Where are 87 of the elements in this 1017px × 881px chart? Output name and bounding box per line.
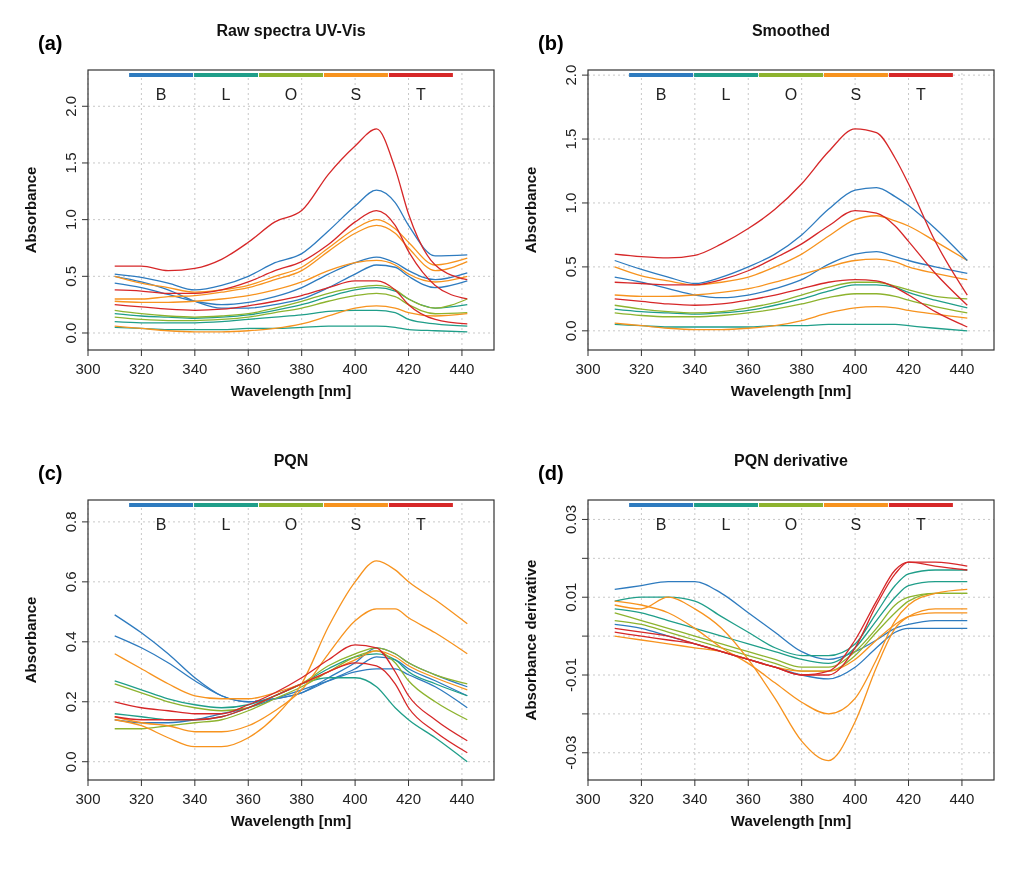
y-tick-label: 2.0	[62, 95, 79, 117]
x-tick-label: 420	[896, 790, 922, 807]
chart-title: PQN	[273, 452, 309, 469]
x-tick-label: 320	[628, 360, 654, 377]
legend-label: S	[350, 86, 362, 103]
x-tick-label: 420	[396, 360, 422, 377]
y-tick-label: 0.4	[62, 631, 79, 653]
chart-title: Smoothed	[751, 22, 831, 39]
x-tick-label: 340	[182, 790, 208, 807]
x-tick-label: 320	[628, 790, 654, 807]
y-tick-label: -0.03	[562, 735, 579, 770]
legend-label: O	[284, 86, 298, 103]
x-tick-label: 360	[735, 790, 761, 807]
x-tick-label: 420	[896, 360, 922, 377]
x-tick-label: 380	[789, 360, 815, 377]
x-axis-title: Wavelength [nm]	[230, 382, 352, 399]
y-tick-label: 1.5	[562, 128, 579, 150]
x-tick-label: 400	[842, 790, 868, 807]
text: (d)	[538, 462, 564, 484]
x-tick-label: 340	[682, 790, 708, 807]
x-axis-title: Wavelength [nm]	[730, 812, 852, 829]
y-tick-label: 0.6	[62, 571, 79, 593]
x-tick-label: 440	[449, 360, 475, 377]
legend-label: L	[721, 86, 731, 103]
text: (c)	[38, 462, 63, 484]
text: (a)	[38, 32, 63, 54]
x-tick-label: 320	[128, 360, 154, 377]
legend-label: L	[721, 516, 731, 533]
y-tick-label: 0.0	[62, 751, 79, 773]
x-tick-label: 400	[342, 790, 368, 807]
legend-label: B	[655, 86, 667, 103]
legend-label: L	[221, 86, 231, 103]
legend-label: O	[284, 516, 298, 533]
y-axis-title: Absorbance	[22, 166, 39, 254]
y-tick-label: 0.5	[562, 256, 579, 278]
x-tick-label: 300	[75, 360, 101, 377]
x-tick-label: 400	[842, 360, 868, 377]
x-tick-label: 440	[449, 790, 475, 807]
x-tick-label: 360	[735, 360, 761, 377]
x-tick-label: 440	[949, 360, 975, 377]
y-tick-label: 0.5	[62, 265, 79, 287]
x-tick-label: 320	[128, 790, 154, 807]
legend-label: S	[850, 516, 862, 533]
legend-label: T	[916, 516, 927, 533]
x-tick-label: 340	[182, 360, 208, 377]
x-tick-label: 360	[235, 790, 261, 807]
y-tick-label: 0.0	[562, 320, 579, 342]
legend-label: L	[221, 516, 231, 533]
x-tick-label: 380	[289, 790, 315, 807]
x-tick-label: 440	[949, 790, 975, 807]
x-tick-label: 340	[682, 360, 708, 377]
y-axis-title: Absorbance	[22, 596, 39, 684]
x-tick-label: 380	[289, 360, 315, 377]
legend-label: T	[416, 86, 427, 103]
x-tick-label: 360	[235, 360, 261, 377]
y-tick-label: 0.01	[562, 582, 579, 612]
y-tick-label: 1.0	[562, 192, 579, 214]
x-axis-title: Wavelength [nm]	[230, 812, 352, 829]
y-tick-label: 1.5	[62, 152, 79, 174]
x-tick-label: 300	[575, 360, 601, 377]
y-tick-label: 2.0	[562, 64, 579, 86]
legend-label: T	[416, 516, 427, 533]
y-tick-label: 0.2	[62, 691, 79, 713]
legend-label: B	[155, 516, 167, 533]
y-tick-label: -0.01	[562, 657, 579, 693]
legend-label: S	[350, 516, 362, 533]
chart-title: Raw spectra UV-Vis	[216, 22, 366, 39]
x-tick-label: 380	[789, 790, 815, 807]
y-tick-label: 0.8	[62, 511, 79, 533]
legend-label: B	[655, 516, 667, 533]
chart-title: PQN derivative	[734, 452, 849, 469]
y-tick-label: 0.0	[62, 322, 79, 344]
x-tick-label: 420	[396, 790, 422, 807]
x-tick-label: 400	[342, 360, 368, 377]
legend-label: O	[784, 516, 798, 533]
x-tick-label: 300	[75, 790, 101, 807]
y-tick-label: 1.0	[62, 209, 79, 231]
y-axis-title: Absorbance derivative	[522, 559, 539, 721]
legend-label: T	[916, 86, 927, 103]
y-tick-label: 0.03	[562, 504, 579, 535]
legend-label: B	[155, 86, 167, 103]
legend-label: O	[784, 86, 798, 103]
x-tick-label: 300	[575, 790, 601, 807]
x-axis-title: Wavelength [nm]	[730, 382, 852, 399]
legend-label: S	[850, 86, 862, 103]
text: (b)	[538, 32, 564, 54]
y-axis-title: Absorbance	[522, 166, 539, 254]
